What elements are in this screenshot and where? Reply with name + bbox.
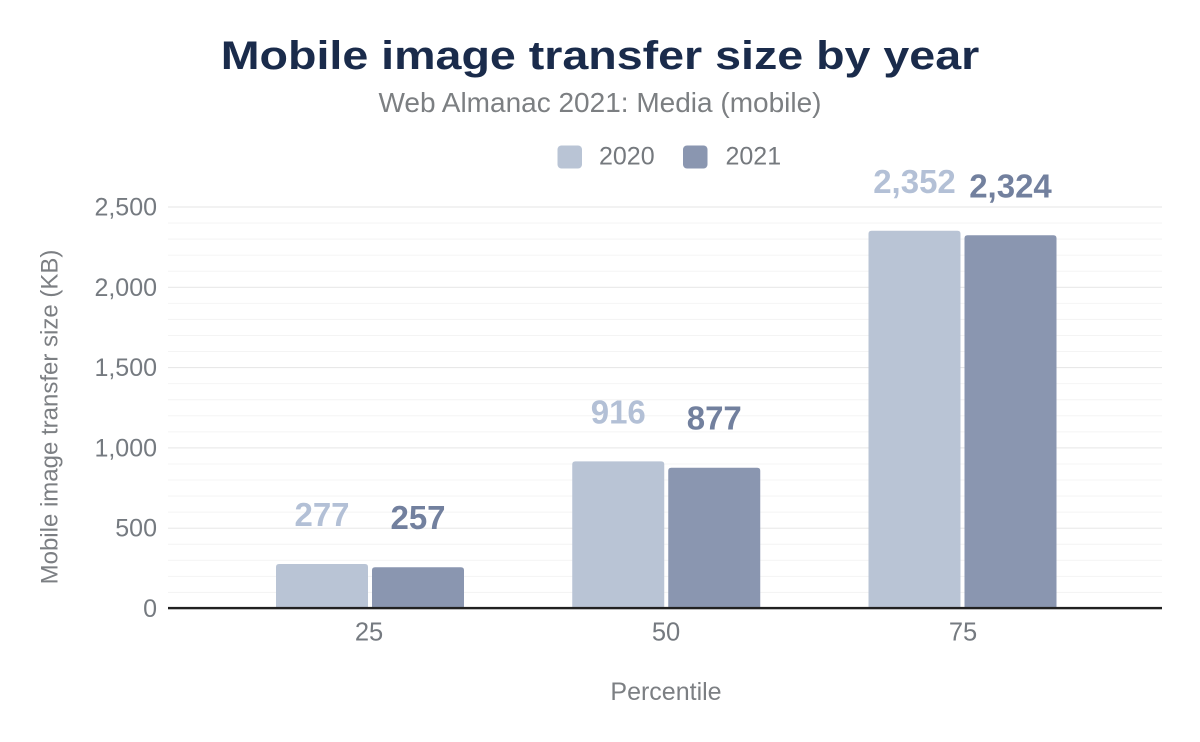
svg-text:25: 25 — [355, 619, 383, 647]
svg-text:0: 0 — [143, 595, 157, 623]
svg-text:1,000: 1,000 — [94, 434, 157, 462]
svg-text:500: 500 — [115, 515, 157, 543]
svg-text:50: 50 — [652, 619, 680, 647]
svg-text:2021: 2021 — [726, 143, 782, 171]
svg-text:277: 277 — [294, 496, 349, 533]
svg-text:1,500: 1,500 — [94, 354, 157, 382]
svg-text:Percentile: Percentile — [610, 678, 721, 706]
svg-text:2,352: 2,352 — [873, 163, 956, 200]
svg-text:Mobile image transfer size by: Mobile image transfer size by year — [221, 34, 980, 78]
svg-text:2,324: 2,324 — [969, 167, 1052, 204]
svg-text:Web Almanac 2021: Media (mobil: Web Almanac 2021: Media (mobile) — [378, 87, 821, 118]
svg-text:Mobile image transfer size (KB: Mobile image transfer size (KB) — [37, 250, 64, 585]
svg-text:2,500: 2,500 — [94, 194, 157, 222]
svg-text:75: 75 — [949, 619, 977, 647]
svg-text:2,000: 2,000 — [94, 274, 157, 302]
svg-text:916: 916 — [591, 393, 646, 430]
svg-text:877: 877 — [687, 400, 742, 437]
svg-text:2020: 2020 — [599, 143, 655, 171]
svg-text:257: 257 — [390, 499, 445, 536]
